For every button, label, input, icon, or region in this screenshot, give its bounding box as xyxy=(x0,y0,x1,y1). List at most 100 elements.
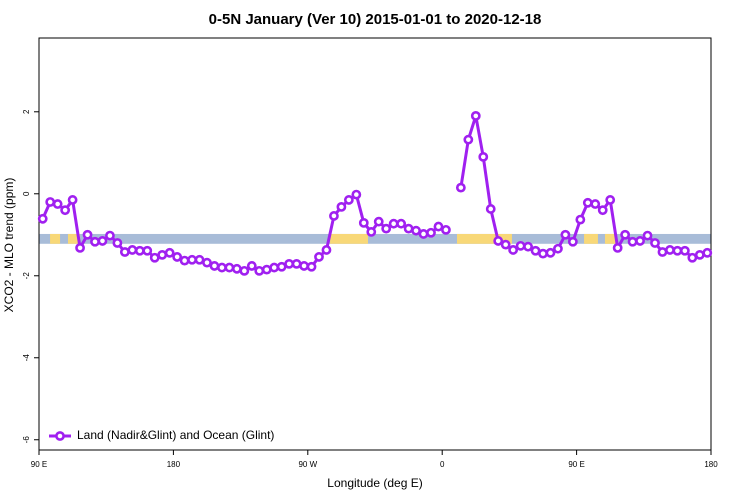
ocean-strip xyxy=(39,233,711,244)
data-point xyxy=(657,247,668,257)
legend-marker xyxy=(55,431,65,441)
data-point xyxy=(321,245,332,255)
x-tick-label: 90 E xyxy=(568,460,584,469)
data-point xyxy=(127,245,138,255)
data-point xyxy=(254,265,265,276)
data-point xyxy=(627,236,638,247)
data-point xyxy=(202,257,212,268)
data-point xyxy=(411,225,421,236)
data-point xyxy=(470,110,481,121)
x-tick-label: 90 E xyxy=(31,460,47,469)
data-point xyxy=(545,247,556,258)
data-point xyxy=(314,252,324,262)
data-point xyxy=(538,248,548,259)
land-segment xyxy=(330,233,368,244)
data-point xyxy=(396,218,407,229)
data-point xyxy=(351,189,362,200)
y-tick-label: 2 xyxy=(22,109,31,114)
chart-title: 0-5N January (Ver 10) 2015-01-01 to 2020… xyxy=(209,11,542,28)
data-point xyxy=(179,255,190,266)
data-point xyxy=(224,262,235,273)
data-point xyxy=(530,245,541,256)
data-point xyxy=(291,258,302,269)
x-axis-label: Longitude (deg E) xyxy=(327,476,422,490)
y-tick-label: -4 xyxy=(22,354,31,362)
data-point xyxy=(635,236,645,246)
land-segment xyxy=(584,233,598,244)
data-point xyxy=(620,229,631,240)
data-point xyxy=(508,245,519,255)
data-point xyxy=(142,245,153,256)
data-point xyxy=(246,261,257,271)
data-point xyxy=(112,238,123,248)
data-point xyxy=(373,216,384,227)
data-point xyxy=(597,205,608,216)
data-point xyxy=(523,241,533,252)
data-point xyxy=(702,247,713,258)
land-segment xyxy=(50,233,61,244)
data-point xyxy=(605,195,616,205)
data-point xyxy=(493,236,504,246)
plot-frame xyxy=(38,37,712,451)
data-point xyxy=(672,245,683,256)
data-point xyxy=(687,252,698,263)
data-point xyxy=(37,213,48,224)
data-point xyxy=(269,262,280,273)
data-point xyxy=(582,197,593,208)
data-point xyxy=(441,224,451,235)
data-point xyxy=(403,223,414,234)
data-point xyxy=(433,221,444,232)
data-point xyxy=(650,238,660,248)
data-point xyxy=(343,195,354,205)
data-point xyxy=(590,199,601,209)
land-segment xyxy=(67,233,81,244)
y-tick-label: -6 xyxy=(22,436,31,444)
x-tick-label: 180 xyxy=(704,460,718,469)
data-point xyxy=(284,258,295,269)
data-point xyxy=(485,204,496,214)
data-point xyxy=(381,223,392,234)
data-point xyxy=(239,265,250,276)
data-point xyxy=(366,227,377,237)
y-axis-label: XCO2 - MLO trend (ppm) xyxy=(2,178,16,313)
data-point xyxy=(105,230,115,241)
data-point xyxy=(679,245,690,256)
data-point xyxy=(478,151,489,162)
data-point xyxy=(336,201,347,212)
data-point xyxy=(194,254,205,265)
data-point xyxy=(187,254,197,265)
data-point xyxy=(119,247,130,257)
data-point xyxy=(455,182,466,193)
data-point xyxy=(217,262,227,273)
data-point xyxy=(157,249,168,260)
data-point xyxy=(500,239,511,250)
x-tick-label: 0 xyxy=(440,460,445,469)
data-point xyxy=(575,214,586,225)
data-point xyxy=(231,263,242,274)
data-point xyxy=(694,249,705,260)
data-point xyxy=(97,236,108,246)
data-point xyxy=(75,242,85,253)
data-point xyxy=(276,261,287,272)
data-point xyxy=(164,247,175,258)
x-tick-label: 180 xyxy=(167,460,181,469)
data-point xyxy=(67,195,78,205)
y-tick-label: 0 xyxy=(22,191,31,196)
legend-label: Land (Nadir&Glint) and Ocean (Glint) xyxy=(77,428,274,442)
y-tick-label: -2 xyxy=(22,272,31,280)
data-point xyxy=(60,205,71,216)
data-point xyxy=(567,236,578,247)
data-point xyxy=(515,240,526,251)
data-point xyxy=(612,242,623,253)
data-point xyxy=(329,211,339,221)
data-point xyxy=(45,197,56,207)
data-point xyxy=(426,227,436,238)
data-point xyxy=(90,236,100,247)
data-point xyxy=(149,252,160,263)
x-tick-label: 90 W xyxy=(298,460,317,469)
data-point xyxy=(358,217,369,228)
data-point xyxy=(306,261,317,272)
data-point xyxy=(665,245,675,255)
data-point xyxy=(82,229,93,240)
